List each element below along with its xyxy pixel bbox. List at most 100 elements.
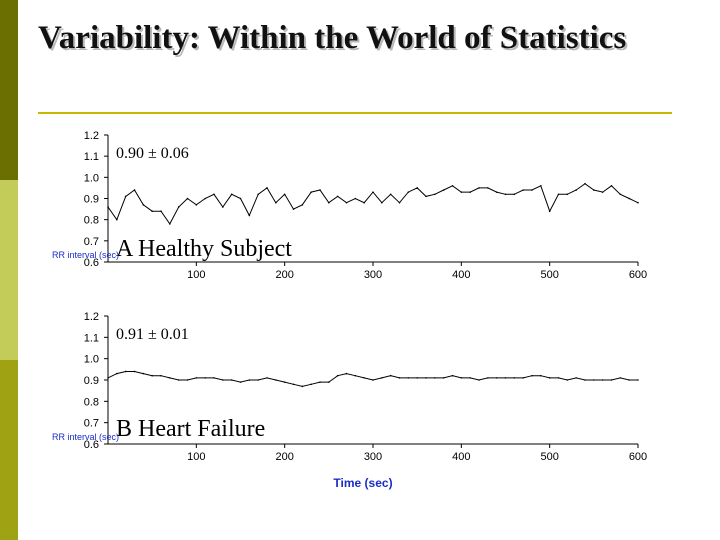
- data-point: [363, 377, 365, 379]
- y-tick-label: 0.7: [84, 236, 99, 248]
- data-point: [345, 201, 348, 204]
- data-point: [213, 377, 215, 379]
- data-point: [328, 201, 330, 204]
- data-point: [133, 370, 136, 373]
- data-point: [107, 377, 109, 379]
- data-point: [292, 208, 295, 210]
- data-point: [169, 377, 171, 379]
- y-tick-label: 0.8: [84, 396, 99, 408]
- data-point: [266, 377, 268, 379]
- data-point: [434, 193, 436, 196]
- data-point: [354, 197, 357, 200]
- data-point: [151, 210, 153, 212]
- y-tick-label: 0.8: [84, 215, 99, 227]
- data-point: [557, 377, 560, 379]
- y-tick-label: 1.0: [84, 354, 99, 366]
- slide-title: Variability: Within the World of Statist…: [38, 20, 627, 56]
- data-point: [575, 189, 577, 191]
- data-point: [354, 374, 357, 377]
- data-point: [336, 374, 339, 377]
- data-point: [239, 381, 242, 383]
- y-tick-label: 0.6: [84, 257, 99, 269]
- data-point: [584, 379, 586, 381]
- data-point: [601, 191, 604, 193]
- data-point: [442, 189, 445, 191]
- data-point: [389, 193, 392, 196]
- y-tick-label: 1.1: [84, 151, 99, 163]
- data-point: [239, 197, 242, 200]
- data-point: [275, 379, 277, 381]
- data-point: [345, 372, 348, 375]
- data-point: [495, 377, 498, 379]
- data-point: [257, 379, 259, 381]
- data-point: [495, 191, 498, 193]
- data-point: [522, 377, 524, 379]
- data-point: [487, 187, 489, 189]
- data-point: [310, 191, 312, 193]
- y-tick-label: 1.1: [84, 332, 99, 344]
- data-point: [610, 185, 613, 187]
- x-tick-label: 400: [452, 269, 470, 281]
- x-tick-label: 300: [364, 269, 382, 281]
- data-point: [328, 381, 330, 383]
- x-tick-label: 300: [364, 451, 382, 463]
- data-point: [124, 370, 127, 373]
- data-point: [504, 377, 507, 379]
- series-line: [107, 371, 638, 387]
- panel-annotation: B Heart Failure: [116, 416, 265, 442]
- data-point: [451, 185, 454, 187]
- data-point: [460, 191, 463, 193]
- data-point: [151, 374, 153, 377]
- data-point: [230, 193, 233, 196]
- data-point: [531, 374, 533, 377]
- data-point: [248, 379, 251, 381]
- x-axis-label: Time (sec): [333, 476, 392, 490]
- data-point: [107, 206, 109, 208]
- data-point: [593, 189, 595, 191]
- data-point: [275, 201, 277, 204]
- series-line: [107, 183, 639, 225]
- data-point: [548, 210, 551, 212]
- data-point: [186, 379, 189, 381]
- data-point: [363, 201, 365, 204]
- x-tick-label: 200: [275, 269, 293, 281]
- data-point: [478, 187, 480, 189]
- data-point: [301, 204, 304, 206]
- data-point: [513, 193, 516, 196]
- data-point: [637, 379, 639, 381]
- y-tick-label: 0.7: [84, 418, 99, 430]
- stat-label: 0.90 ± 0.06: [116, 145, 189, 162]
- y-axis-label: RR interval (sec): [52, 250, 119, 260]
- data-point: [487, 377, 489, 379]
- data-point: [142, 372, 145, 375]
- data-point: [628, 197, 630, 200]
- data-point: [469, 377, 471, 379]
- data-point: [522, 189, 524, 191]
- data-point: [133, 189, 136, 191]
- data-point: [372, 379, 374, 381]
- data-point: [257, 193, 259, 196]
- data-point: [540, 374, 542, 377]
- data-point: [381, 377, 383, 379]
- data-point: [504, 193, 507, 196]
- chart-panel-b: 0.6 0.7 0.8 0.9 1.0 1.1 1.2 100 200 300 400 500 600 0…: [52, 311, 647, 490]
- data-point: [283, 193, 286, 196]
- data-point: [593, 379, 595, 381]
- data-point: [266, 187, 268, 189]
- data-point: [566, 193, 569, 196]
- data-point: [442, 377, 445, 379]
- data-point: [425, 195, 427, 198]
- data-point: [398, 377, 401, 379]
- data-point: [407, 191, 410, 193]
- panel-annotation: A Healthy Subject: [116, 236, 292, 262]
- data-point: [548, 377, 551, 379]
- data-point: [469, 191, 471, 193]
- data-point: [531, 189, 533, 191]
- data-point: [451, 374, 454, 377]
- data-point: [416, 377, 418, 379]
- x-tick-label: 600: [629, 269, 647, 281]
- data-point: [310, 383, 312, 386]
- data-point: [169, 223, 171, 225]
- data-point: [478, 379, 480, 381]
- data-point: [425, 377, 427, 379]
